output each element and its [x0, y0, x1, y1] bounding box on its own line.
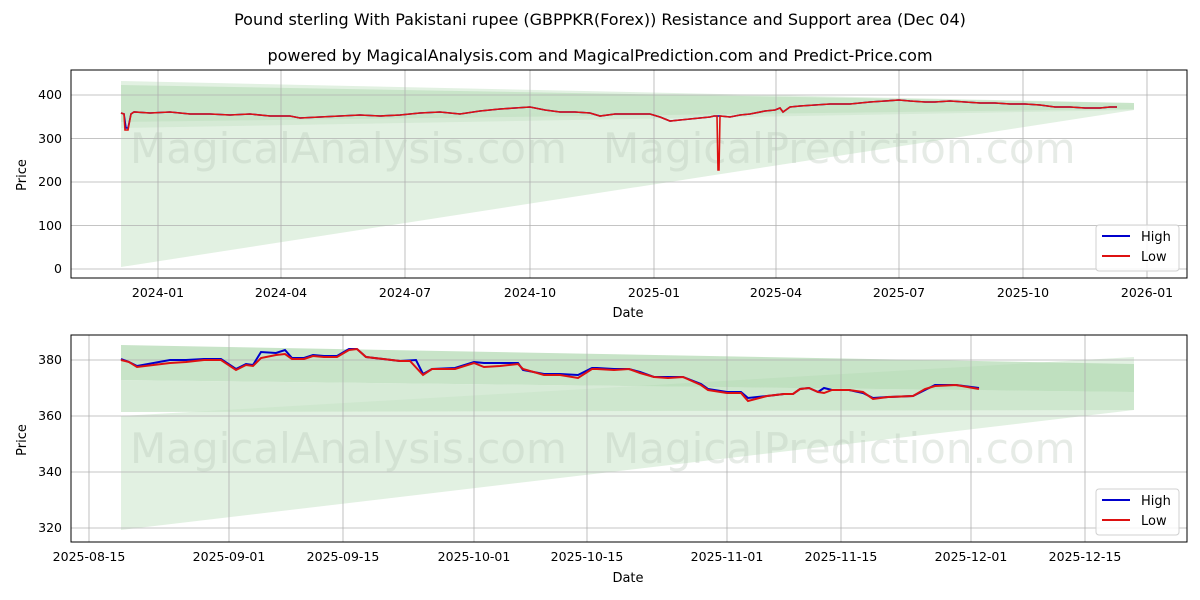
svg-text:2025-07: 2025-07: [873, 285, 925, 300]
svg-text:2025-11-01: 2025-11-01: [691, 549, 764, 564]
top-legend: High Low: [1095, 224, 1180, 272]
bottom-x-axis-label: Date: [612, 571, 643, 586]
top-y-ticks: 0 100 200 300 400: [38, 87, 62, 276]
svg-text:200: 200: [38, 174, 62, 189]
svg-text:2025-09-01: 2025-09-01: [193, 549, 266, 564]
top-support-band: [121, 81, 1134, 267]
svg-text:2024-07: 2024-07: [379, 285, 431, 300]
svg-text:2025-12-15: 2025-12-15: [1049, 549, 1122, 564]
svg-text:2025-10-01: 2025-10-01: [438, 549, 511, 564]
legend-high-label: High: [1141, 494, 1171, 509]
bottom-y-axis-label: Price: [15, 424, 30, 456]
svg-text:340: 340: [38, 464, 62, 479]
bottom-y-ticks: 380 360 340 320: [38, 352, 62, 535]
svg-text:320: 320: [38, 520, 62, 535]
watermark-magicalanalysis: MagicalAnalysis.com: [130, 124, 567, 173]
svg-text:2026-01: 2026-01: [1121, 285, 1173, 300]
bottom-chart: MagicalAnalysis.com MagicalPrediction.co…: [15, 334, 1188, 586]
svg-text:0: 0: [54, 261, 62, 276]
svg-text:380: 380: [38, 352, 62, 367]
svg-text:2025-08-15: 2025-08-15: [53, 549, 126, 564]
svg-text:400: 400: [38, 87, 62, 102]
bottom-axes-frame: [70, 334, 1188, 543]
legend-high-label: High: [1141, 230, 1171, 245]
svg-text:2024-04: 2024-04: [255, 285, 307, 300]
top-low-line: [120, 99, 1117, 171]
watermark-magicalanalysis-bottom: MagicalAnalysis.com: [130, 424, 567, 473]
svg-text:2025-01: 2025-01: [628, 285, 680, 300]
svg-text:2024-10: 2024-10: [504, 285, 556, 300]
watermark-magicalprediction: MagicalPrediction.com: [603, 124, 1076, 173]
svg-text:2025-11-15: 2025-11-15: [805, 549, 878, 564]
legend-low-label: Low: [1141, 250, 1167, 265]
svg-text:100: 100: [38, 218, 62, 233]
svg-text:2025-04: 2025-04: [750, 285, 802, 300]
svg-text:300: 300: [38, 131, 62, 146]
watermark-magicalprediction-bottom: MagicalPrediction.com: [603, 424, 1076, 473]
svg-text:2025-10: 2025-10: [997, 285, 1049, 300]
bottom-x-ticks: 2025-08-15 2025-09-01 2025-09-15 2025-10…: [53, 549, 1122, 564]
chart-subtitle: powered by MagicalAnalysis.com and Magic…: [267, 46, 933, 65]
svg-text:2025-09-15: 2025-09-15: [307, 549, 380, 564]
svg-text:2025-12-01: 2025-12-01: [935, 549, 1008, 564]
top-x-axis-label: Date: [612, 306, 643, 321]
top-axes-frame: [70, 69, 1188, 279]
top-x-ticks: 2024-01 2024-04 2024-07 2024-10 2025-01 …: [132, 285, 1173, 300]
bottom-low-line: [120, 347, 980, 403]
svg-text:2024-01: 2024-01: [132, 285, 184, 300]
svg-text:2025-10-15: 2025-10-15: [551, 549, 624, 564]
chart-title: Pound sterling With Pakistani rupee (GBP…: [234, 10, 966, 29]
bottom-legend: High Low: [1095, 488, 1180, 536]
top-resistance-band: [121, 85, 1134, 128]
top-grid: [71, 70, 1187, 278]
svg-text:360: 360: [38, 408, 62, 423]
top-chart: MagicalAnalysis.com MagicalPrediction.co…: [15, 69, 1188, 321]
top-y-axis-label: Price: [15, 159, 30, 191]
legend-low-label: Low: [1141, 514, 1167, 529]
